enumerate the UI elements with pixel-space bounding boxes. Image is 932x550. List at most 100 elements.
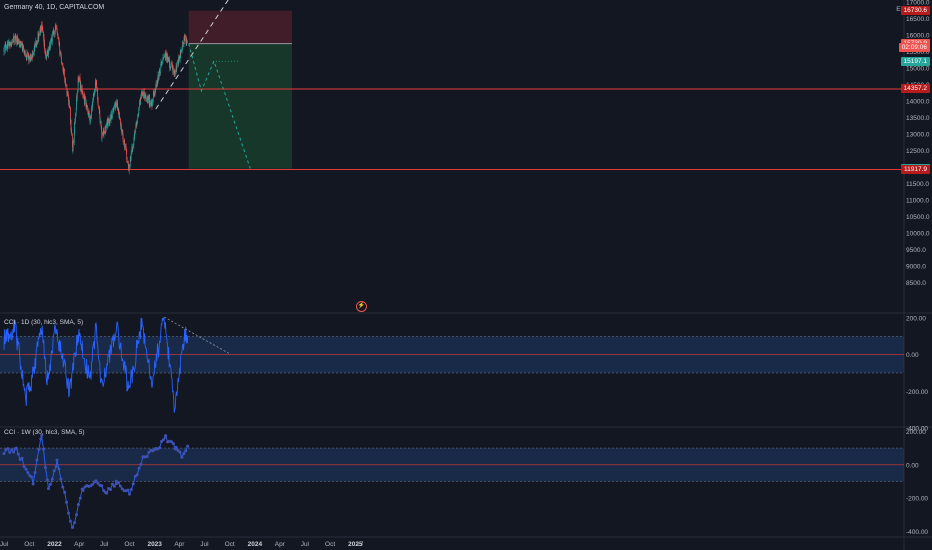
candle-body xyxy=(81,88,83,92)
cci-point xyxy=(164,434,168,438)
candle-body xyxy=(97,90,98,100)
candle-body xyxy=(123,141,124,142)
candle-body xyxy=(126,151,128,160)
candle-body xyxy=(137,116,139,118)
cci-tick-label: -400.00 xyxy=(906,529,928,536)
candle-body xyxy=(88,113,89,116)
candle-body xyxy=(109,117,111,123)
cci-point xyxy=(22,465,26,469)
candle-body xyxy=(4,44,6,46)
candle-body xyxy=(66,92,68,94)
candle-body xyxy=(89,113,90,121)
candle-body xyxy=(104,131,106,134)
horizontal-levels[interactable] xyxy=(0,88,904,170)
candle-body xyxy=(176,65,178,68)
candle-body xyxy=(161,61,163,64)
candle-body xyxy=(85,99,87,106)
candle-body xyxy=(158,70,160,78)
take-profit-zone[interactable] xyxy=(188,43,292,169)
candle-body xyxy=(140,98,142,99)
candle-body xyxy=(163,57,165,59)
candle-body xyxy=(57,35,59,37)
candle-body xyxy=(171,63,173,66)
candle-body xyxy=(11,42,13,45)
candle-body xyxy=(76,99,77,109)
candle-body xyxy=(165,53,167,58)
cci-point xyxy=(118,484,122,488)
price-tick-label: 9000.0 xyxy=(906,263,926,270)
stop-loss-zone[interactable] xyxy=(188,10,292,44)
cci-point xyxy=(50,477,54,481)
cci-point xyxy=(26,471,30,475)
candle-body xyxy=(95,81,96,91)
candle-body xyxy=(41,24,43,28)
cci-daily-label[interactable]: CCI · 1D (30, hlc3, SMA, 5) xyxy=(4,319,84,326)
candle-body xyxy=(42,29,44,33)
time-tick-label: 2023 xyxy=(147,541,162,548)
cci-point xyxy=(182,452,186,456)
candle-body xyxy=(22,42,23,51)
candle-body xyxy=(107,118,109,127)
candle-body xyxy=(110,111,112,116)
candle-body xyxy=(35,40,37,44)
candle-body xyxy=(151,102,152,106)
cci-point xyxy=(14,446,18,450)
candle-body xyxy=(170,66,171,70)
candle-body xyxy=(22,46,24,51)
candle-body xyxy=(159,69,160,73)
candle-body xyxy=(56,28,58,33)
cci-point xyxy=(96,481,100,485)
cci-tick-label: -400.00 xyxy=(906,426,928,433)
candle-body xyxy=(132,145,134,147)
candle-body xyxy=(19,42,20,48)
time-tick-label: Jul xyxy=(301,541,310,548)
candle-body xyxy=(25,54,26,57)
candle-body xyxy=(137,116,139,123)
candle-body xyxy=(48,50,49,55)
cci-point xyxy=(57,467,61,471)
candle-body xyxy=(23,46,24,51)
cci-point xyxy=(71,525,75,529)
lightning-icon[interactable]: ⚡ xyxy=(356,301,367,312)
cci-point xyxy=(12,450,16,454)
candle-body xyxy=(155,88,156,92)
drawings[interactable] xyxy=(155,0,251,169)
candle-body xyxy=(99,120,101,123)
cci-tick-label: -200.00 xyxy=(906,389,928,396)
candle-body xyxy=(75,108,77,113)
chart-title[interactable]: Germany 40, 1D, CAPITALCOM xyxy=(4,4,105,11)
candle-body xyxy=(146,97,148,101)
candle-body xyxy=(24,50,26,52)
candle-body xyxy=(143,91,145,98)
candle-body xyxy=(125,146,127,151)
candle-body xyxy=(153,93,155,96)
candle-body xyxy=(43,37,45,38)
candle-body xyxy=(97,100,99,106)
candle-body xyxy=(24,50,25,55)
candle-body xyxy=(160,61,162,64)
cci-point xyxy=(6,447,10,451)
candle-body xyxy=(111,116,113,118)
cci-point xyxy=(105,491,109,495)
cci-tick-label: 200.00 xyxy=(906,316,926,323)
candle-body xyxy=(174,70,176,73)
position-tool[interactable] xyxy=(188,10,292,169)
candle-body xyxy=(9,41,11,46)
candle-body xyxy=(87,107,89,112)
price-flag: 14357.2 xyxy=(900,84,930,94)
cci-point xyxy=(20,456,24,460)
cci-trend-line[interactable] xyxy=(164,316,230,355)
candle-body xyxy=(147,99,149,101)
cci-weekly-label[interactable]: CCI · 1W (30, hlc3, SMA, 5) xyxy=(4,429,85,436)
candle-body xyxy=(101,134,103,139)
cci-point xyxy=(169,440,173,444)
projection-path[interactable] xyxy=(188,43,251,169)
candle-body xyxy=(82,94,84,96)
candle-body xyxy=(33,48,35,54)
candle-body xyxy=(145,98,147,101)
candle-body xyxy=(92,105,93,109)
candle-body xyxy=(72,142,73,152)
candle-body xyxy=(26,57,27,59)
candle-body xyxy=(157,80,158,84)
